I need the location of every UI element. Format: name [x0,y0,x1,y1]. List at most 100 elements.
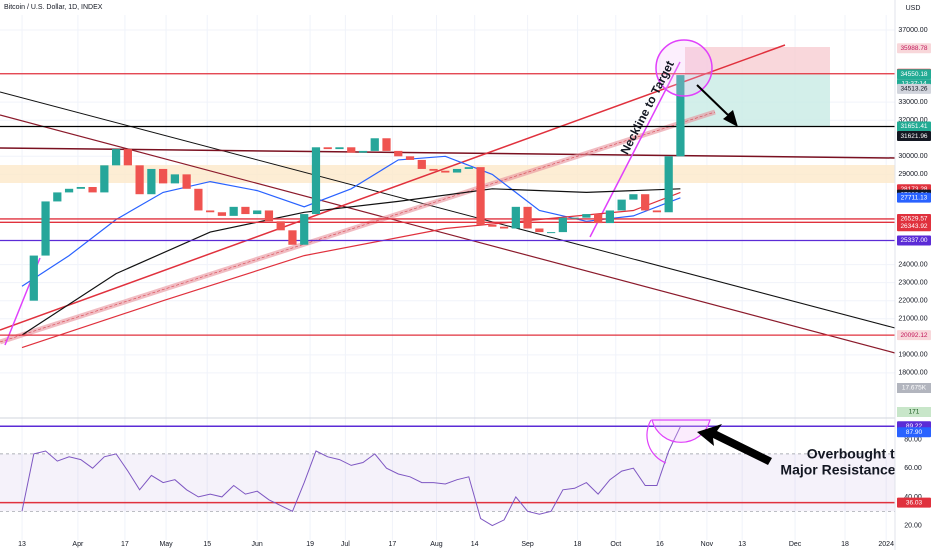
x-tick-label: 19 [306,541,314,548]
volume-tag-label: 17.675K [902,385,927,392]
price-tag-label: 89.22 [906,423,923,430]
target-zone [685,74,830,126]
chart-title: Bitcoin / U.S. Dollar, 1D, INDEX [4,4,103,11]
candle [335,147,344,150]
currency: USD [906,5,921,12]
price-tag-label: 25337.00 [900,237,927,244]
candle [664,156,673,213]
moving-average [21,191,681,349]
x-tick-label: 14 [471,541,479,548]
stop-zone [685,47,830,74]
price-tag [897,69,931,80]
volume-tag [897,407,931,417]
candle [652,210,662,213]
trend-line [0,44,786,331]
candle [300,214,309,245]
candle [41,201,50,256]
price-tag-label: 26343.92 [900,223,927,230]
annotation: Overbought to [807,446,903,462]
y-tick-label: 19000.00 [898,352,927,359]
candle [676,75,685,157]
arrow [697,85,738,127]
trend-lines [0,44,896,354]
candle [594,214,603,224]
highlight-circle [655,39,713,97]
trend-line [0,114,896,354]
candle [170,174,179,184]
y-tick-label: 80.00 [904,436,922,443]
candle [253,210,262,215]
candle [206,210,215,213]
x-tick-label: Dec [789,541,802,548]
trend-line [0,91,896,329]
candle [535,228,544,233]
candle [241,206,250,215]
price-tag [897,330,931,341]
candle [135,165,144,195]
candle [429,168,438,171]
candle [641,194,650,211]
grid [0,15,895,540]
candle [288,230,297,245]
countdown-box [897,79,931,89]
x-tick-label: 17 [121,541,129,548]
price-tag [897,221,931,232]
arrow [697,424,772,465]
price-tag-label: 31651.41 [900,123,927,130]
x-tick-label: Apr [72,541,84,548]
price-tag [897,43,931,54]
y-tick-label: 20.00 [904,522,922,529]
x-tick-label: 2024 [878,541,894,548]
y-tick-label: 40.00 [904,494,922,501]
y-tick-label: 24000.00 [898,261,927,268]
candle [523,206,532,229]
candle [441,170,450,173]
price-tag-label: 28173.28 [900,186,927,193]
candle [499,226,509,229]
price-tag-label: 36.03 [906,499,923,506]
candle [370,138,379,151]
candle [558,217,567,233]
marks [0,73,895,349]
candle [476,167,485,225]
rsi-band [0,453,895,512]
candle [147,168,156,195]
y-tick-label: 30000.00 [898,153,927,160]
candle [53,192,62,202]
price-tag [897,131,931,142]
candle [64,188,74,193]
candle [452,168,462,173]
price-tag-label: 34550.18 [900,71,927,78]
x-tick-label: Oct [610,541,621,548]
highlight-circle [646,419,667,464]
y-tick-label: 32000.00 [898,117,927,124]
candle [311,147,321,215]
price-tag [897,192,931,203]
candle [582,214,591,218]
arrow [696,84,729,116]
candle [511,206,520,229]
y-tick-label: 21000.00 [898,316,927,323]
candle [159,168,168,184]
candle [182,174,191,189]
price-tag-label: 31621.96 [900,133,927,140]
x-tick-label: 18 [574,541,582,548]
candle [217,212,227,216]
x-tick-label: 17 [388,541,396,548]
candle [570,217,579,219]
volume-tag [897,383,931,393]
price-tag [897,235,931,246]
candle [629,194,638,200]
highlight-circle [651,419,711,443]
price-tag-label: 27711.13 [901,194,928,201]
x-tick-label: Nov [701,541,714,548]
price-tag-label: 26529.57 [900,216,927,223]
candle [276,221,285,231]
candle [546,232,556,234]
x-tick-label: Aug [430,541,443,548]
x-tick-label: 18 [841,541,849,548]
x-tick-label: 16 [656,541,664,548]
price-tag [897,497,931,508]
candle [100,165,109,193]
